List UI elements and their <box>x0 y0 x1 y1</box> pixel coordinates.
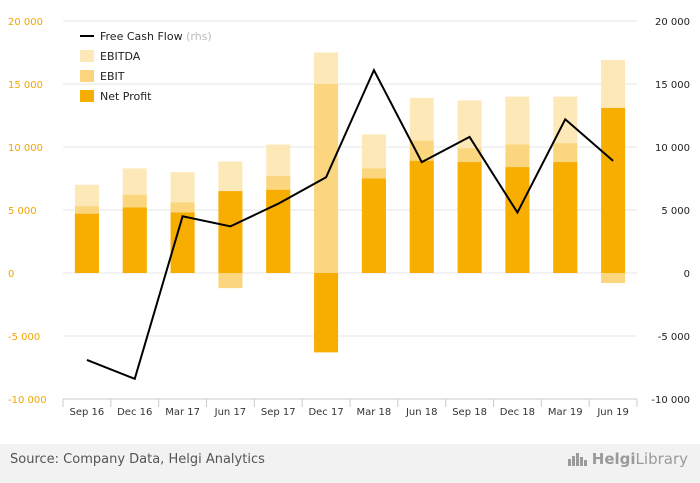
skyline-icon <box>567 453 587 466</box>
chart-svg: -10 000 -10 000 -5 000 -5 000 0 0 5 000 5 000 10… <box>8 17 690 418</box>
y-tick-label-left: 5 000 <box>8 206 37 217</box>
bar-net-profit <box>218 191 243 273</box>
bar-net-profit <box>361 178 386 273</box>
x-tick-label: Sep 18 <box>452 407 487 418</box>
line-free-cash-flow <box>86 67 614 381</box>
y-tick-label-left: -5 000 <box>8 332 40 343</box>
legend-swatch-net-profit <box>80 90 94 102</box>
bar-net-profit <box>122 207 147 273</box>
y-tick-label-right: -10 000 <box>651 395 690 406</box>
bar-ebit <box>218 273 243 289</box>
source-note: Source: Company Data, Helgi Analytics <box>10 452 265 467</box>
y-tick-label-left: 0 <box>8 269 14 280</box>
y-tick-label-right: 5 000 <box>661 206 690 217</box>
y-tick-label-left: -10 000 <box>8 395 47 406</box>
legend-label-free-cash-flow-suffix: (rhs) <box>186 30 212 43</box>
bar-net-profit <box>74 213 99 273</box>
y-tick-label-left: 15 000 <box>8 80 43 91</box>
x-tick-label: Dec 16 <box>117 407 152 418</box>
y-tick-label-right: 15 000 <box>655 80 690 91</box>
legend-label-free-cash-flow: Free Cash Flow (rhs) <box>100 30 212 43</box>
bar-ebit <box>601 273 626 284</box>
x-tick-label: Dec 18 <box>500 407 535 418</box>
bar-ebit <box>314 84 339 273</box>
x-tick-label: Mar 17 <box>165 407 200 418</box>
bar-net-profit <box>601 107 626 273</box>
legend-swatch-ebitda <box>80 50 94 62</box>
footer-bar: Source: Company Data, Helgi Analytics He… <box>0 444 700 483</box>
bar-net-profit <box>409 160 434 273</box>
bar-net-profit <box>314 273 339 353</box>
y-tick-label-right: 0 <box>684 269 690 280</box>
bar-net-profit <box>553 162 578 273</box>
y-tick-label-right: 10 000 <box>655 143 690 154</box>
y-tick-label-left: 20 000 <box>8 17 43 28</box>
y-tick-label-left: 10 000 <box>8 143 43 154</box>
y-tick-label-right: -5 000 <box>658 332 690 343</box>
bar-net-profit <box>457 162 482 273</box>
brand-name: Helgi <box>591 450 636 468</box>
bar-net-profit <box>266 189 291 273</box>
x-tick-label: Sep 16 <box>70 407 105 418</box>
x-tick-label: Dec 17 <box>308 407 343 418</box>
x-tick-label: Mar 19 <box>548 407 583 418</box>
y-tick-label-right: 20 000 <box>655 17 690 28</box>
x-tick-label: Sep 17 <box>261 407 296 418</box>
bar-net-profit <box>505 167 530 273</box>
legend-label-ebitda: EBITDA <box>100 50 141 63</box>
legend-label-net-profit: Net Profit <box>100 90 152 103</box>
brand-suffix: Library <box>635 450 688 468</box>
legend-label-free-cash-flow-name: Free Cash Flow <box>100 30 186 43</box>
legend-swatch-ebit <box>80 70 94 82</box>
x-tick-label: Jun 19 <box>596 407 629 418</box>
x-tick-label: Mar 18 <box>357 407 392 418</box>
legend-label-ebit: EBIT <box>100 70 125 83</box>
x-tick-label: Jun 18 <box>405 407 438 418</box>
helgi-library-logo[interactable]: HelgiLibrary <box>567 450 688 468</box>
x-tick-label: Jun 17 <box>214 407 247 418</box>
